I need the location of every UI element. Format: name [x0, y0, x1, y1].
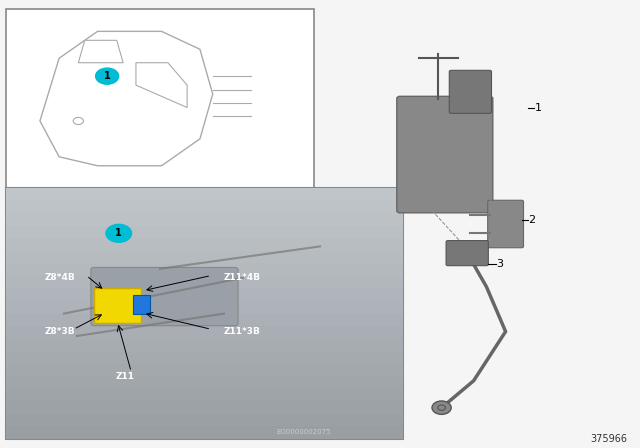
Text: Z8*3B: Z8*3B [45, 327, 76, 336]
FancyBboxPatch shape [133, 295, 150, 314]
Bar [6, 276, 403, 289]
Bar [6, 364, 403, 376]
Bar [6, 376, 403, 389]
Circle shape [95, 68, 118, 84]
Bar [6, 401, 403, 414]
Bar [6, 188, 403, 201]
Text: Z11*3B: Z11*3B [224, 327, 261, 336]
Bar [6, 414, 403, 426]
Text: EO0000002075: EO0000002075 [276, 429, 332, 435]
Bar [6, 289, 403, 301]
FancyBboxPatch shape [6, 188, 403, 439]
Bar [6, 389, 403, 401]
Polygon shape [40, 31, 212, 166]
Bar [6, 251, 403, 263]
Circle shape [73, 117, 83, 125]
Text: Z11: Z11 [115, 372, 134, 381]
Bar [6, 426, 403, 439]
Text: 1: 1 [534, 103, 541, 112]
FancyBboxPatch shape [91, 267, 238, 326]
Text: 2: 2 [528, 215, 535, 224]
Circle shape [106, 224, 132, 242]
Bar [6, 213, 403, 226]
Polygon shape [78, 40, 123, 63]
Circle shape [432, 401, 451, 414]
Text: Z11*4B: Z11*4B [224, 273, 261, 282]
Text: 375966: 375966 [590, 434, 627, 444]
Bar [6, 201, 403, 213]
Bar [6, 301, 403, 314]
FancyBboxPatch shape [446, 241, 488, 266]
Text: 3: 3 [496, 259, 503, 269]
FancyBboxPatch shape [449, 70, 492, 113]
FancyBboxPatch shape [488, 200, 524, 248]
FancyBboxPatch shape [94, 288, 141, 323]
Polygon shape [136, 63, 187, 108]
FancyBboxPatch shape [397, 96, 493, 213]
Text: 1: 1 [115, 228, 122, 238]
Bar [6, 263, 403, 276]
Text: 1: 1 [104, 71, 111, 81]
Bar [6, 339, 403, 351]
FancyBboxPatch shape [6, 9, 314, 197]
Bar [6, 226, 403, 238]
Bar [6, 314, 403, 326]
Bar [6, 238, 403, 251]
Bar [6, 351, 403, 364]
Text: Z8*4B: Z8*4B [45, 273, 76, 282]
Bar [6, 326, 403, 339]
